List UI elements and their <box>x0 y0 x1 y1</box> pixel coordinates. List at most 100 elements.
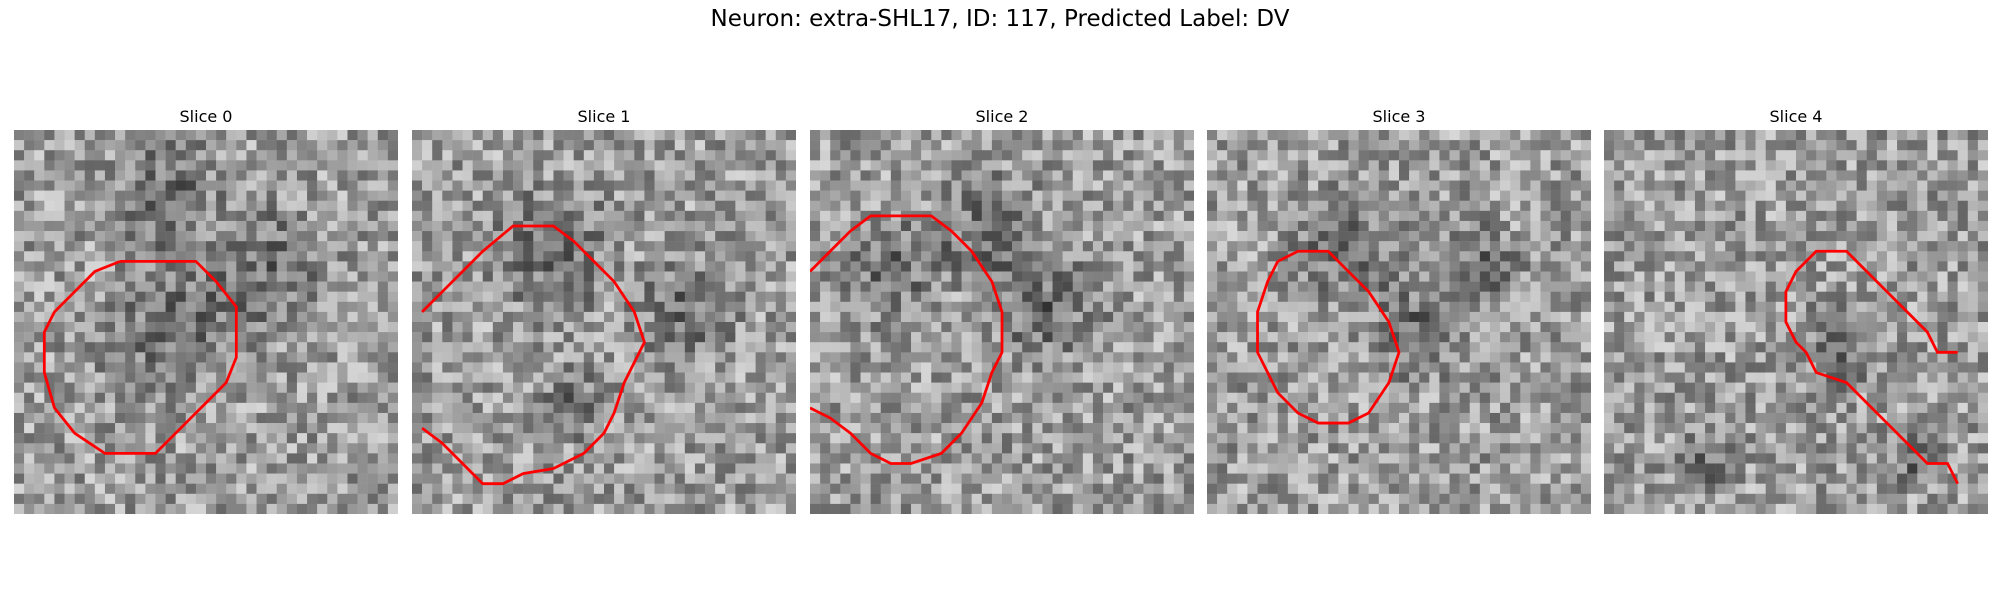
pixel-cell <box>462 190 473 201</box>
pixel-cell <box>1052 160 1063 171</box>
pixel-cell <box>84 382 96 393</box>
pixel-cell <box>74 150 85 161</box>
pixel-cell <box>755 210 766 222</box>
pixel-cell <box>185 473 197 484</box>
pixel-cell <box>533 362 544 373</box>
pixel-cell <box>347 503 358 514</box>
pixel-cell <box>614 160 625 171</box>
pixel-cell <box>1378 160 1390 171</box>
pixel-cell <box>1540 271 1551 282</box>
pixel-cell <box>1237 160 1248 171</box>
pixel-cell <box>1113 463 1124 474</box>
pixel-cell <box>1042 503 1053 514</box>
pixel-cell <box>705 291 716 303</box>
pixel-cell <box>236 200 247 212</box>
pixel-cell <box>951 261 962 272</box>
pixel-cell <box>236 372 247 383</box>
pixel-cell <box>1308 231 1319 242</box>
pixel-cell <box>1022 342 1033 353</box>
pixel-cell <box>1183 291 1194 303</box>
pixel-cell <box>785 220 796 232</box>
pixel-cell <box>604 180 615 191</box>
pixel-cell <box>880 271 892 282</box>
pixel-cell <box>1449 170 1460 181</box>
pixel-cell <box>236 231 247 242</box>
pixel-cell <box>367 392 379 404</box>
pixel-cell <box>14 291 25 303</box>
pixel-cell <box>755 463 766 474</box>
pixel-cell <box>442 412 453 424</box>
pixel-cell <box>104 362 116 373</box>
pixel-cell <box>347 433 358 444</box>
pixel-cell <box>634 372 645 383</box>
pixel-cell <box>563 402 574 414</box>
pixel-cell <box>337 190 348 201</box>
pixel-cell <box>991 130 1003 141</box>
pixel-cell <box>54 160 65 171</box>
pixel-cell <box>307 190 318 201</box>
pixel-cell <box>286 322 298 333</box>
pixel-cell <box>735 493 746 505</box>
pixel-cell <box>1133 220 1144 232</box>
pixel-cell <box>14 130 25 141</box>
pixel-cell <box>256 362 267 373</box>
pixel-cell <box>347 261 358 272</box>
pixel-cell <box>1257 281 1268 292</box>
pixel-cell <box>1449 241 1460 252</box>
pixel-cell <box>1032 382 1043 393</box>
pixel-cell <box>850 483 861 495</box>
pixel-cell <box>624 503 635 514</box>
pixel-cell <box>185 291 197 303</box>
pixel-cell <box>1062 150 1073 161</box>
pixel-cell <box>921 372 932 383</box>
pixel-cell <box>347 372 358 383</box>
pixel-cell <box>810 402 821 414</box>
pixel-cell <box>1082 503 1094 514</box>
pixel-cell <box>1183 231 1194 242</box>
pixel-cell <box>840 210 851 222</box>
pixel-cell <box>276 251 288 262</box>
pixel-cell <box>820 332 831 343</box>
pixel-cell <box>810 140 821 151</box>
pixel-cell <box>860 281 871 292</box>
pixel-cell <box>785 342 796 353</box>
pixel-cell <box>347 190 358 201</box>
pixel-cell <box>1469 140 1481 151</box>
pixel-cell <box>921 412 932 424</box>
pixel-cell <box>357 332 368 343</box>
pixel-cell <box>725 271 736 282</box>
pixel-cell <box>1459 190 1470 201</box>
pixel-cell <box>614 130 625 141</box>
pixel-cell <box>755 301 766 313</box>
pixel-cell <box>624 463 635 474</box>
pixel-cell <box>1133 251 1144 262</box>
pixel-cell <box>735 352 746 363</box>
pixel-cell <box>276 130 288 141</box>
pixel-cell <box>367 473 379 484</box>
pixel-cell <box>1012 291 1023 303</box>
pixel-cell <box>502 382 514 393</box>
pixel-cell <box>1449 220 1460 232</box>
pixel-cell <box>327 423 338 434</box>
pixel-cell <box>1173 251 1185 262</box>
pixel-cell <box>634 473 645 484</box>
pixel-cell <box>755 130 766 141</box>
pixel-cell <box>94 200 106 212</box>
pixel-cell <box>347 392 358 404</box>
pixel-cell <box>735 271 746 282</box>
pixel-cell <box>654 160 665 171</box>
pixel-cell <box>694 473 706 484</box>
pixel-cell <box>1308 271 1319 282</box>
pixel-cell <box>785 493 796 505</box>
pixel-cell <box>442 332 453 343</box>
pixel-cell <box>810 352 821 363</box>
pixel-cell <box>236 453 247 464</box>
pixel-cell <box>1062 130 1073 141</box>
pixel-cell <box>185 392 197 404</box>
pixel-cell <box>880 301 892 313</box>
pixel-cell <box>624 362 635 373</box>
pixel-cell <box>266 433 277 444</box>
pixel-cell <box>296 160 308 171</box>
pixel-cell <box>684 241 696 252</box>
pixel-cell <box>890 160 902 171</box>
